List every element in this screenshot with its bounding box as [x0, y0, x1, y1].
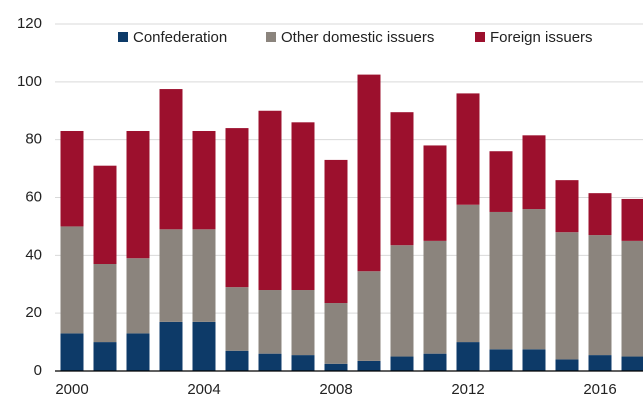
bar-segment [126, 130, 150, 259]
bar-segment [192, 130, 216, 230]
bar-segment [390, 112, 414, 246]
bar-segment [192, 321, 216, 371]
legend-swatch [266, 32, 276, 42]
bar-segment [225, 350, 249, 371]
x-tick-label: 2000 [55, 381, 88, 398]
legend-label: Other domestic issuers [281, 29, 434, 46]
bar-segment [291, 290, 315, 356]
bar-segment [357, 271, 381, 361]
bar-segment [291, 122, 315, 291]
bar-segment [324, 159, 348, 304]
bar-segment [489, 151, 513, 212]
bar-segment [357, 74, 381, 272]
bar-segment [93, 264, 117, 343]
y-tick-label: 80 [25, 131, 42, 148]
bar-segment [291, 355, 315, 371]
legend-swatch [118, 32, 128, 42]
bar-segment [324, 303, 348, 364]
x-tick-label: 2012 [451, 381, 484, 398]
legend-label: Foreign issuers [490, 29, 593, 46]
bar-segment [159, 229, 183, 322]
bar-segment [357, 360, 381, 371]
x-tick-label: 2008 [319, 381, 352, 398]
bar-segment [93, 342, 117, 371]
y-tick-label: 20 [25, 304, 42, 321]
legend-swatch [475, 32, 485, 42]
bar-segment [522, 209, 546, 350]
bar-segment [192, 229, 216, 322]
bar-segment [159, 89, 183, 230]
bar-segment [522, 135, 546, 210]
bar-segment [621, 198, 643, 241]
x-tick-label: 2004 [187, 381, 220, 398]
bar-segment [126, 333, 150, 371]
bar-segment [555, 180, 579, 233]
bar-segment [621, 356, 643, 371]
bar-segment [588, 235, 612, 356]
bar-segment [555, 359, 579, 371]
bar-segment [456, 204, 480, 343]
x-tick-label: 2016 [583, 381, 616, 398]
bar-segment [390, 245, 414, 357]
bar-segment [225, 128, 249, 288]
bar-segment [456, 93, 480, 205]
bar-segment [390, 356, 414, 371]
bar-segment [423, 145, 447, 241]
bar-segment [588, 193, 612, 236]
y-tick-label: 60 [25, 188, 42, 205]
bar-segment [456, 342, 480, 371]
bar-segment [225, 287, 249, 351]
y-tick-label: 0 [34, 362, 42, 379]
bar-segment [588, 355, 612, 371]
bar-segment [258, 353, 282, 371]
bar-segment [159, 321, 183, 371]
y-tick-label: 100 [17, 73, 42, 90]
bar-segment [258, 110, 282, 291]
y-tick-label: 120 [17, 15, 42, 32]
bar-segment [621, 240, 643, 357]
bar-segment [126, 258, 150, 334]
bar-segment [258, 290, 282, 354]
bar-segment [93, 165, 117, 265]
y-tick-label: 40 [25, 246, 42, 263]
bar-segment [489, 349, 513, 371]
bar-segment [423, 240, 447, 354]
bar-segment [489, 211, 513, 350]
bar-segment [60, 226, 84, 334]
bar-segment [60, 130, 84, 227]
legend-label: Confederation [133, 29, 227, 46]
bar-segment [324, 363, 348, 371]
bar-segment [522, 349, 546, 371]
bar-segment [60, 333, 84, 371]
bar-segment [423, 353, 447, 371]
bar-segment [555, 232, 579, 360]
